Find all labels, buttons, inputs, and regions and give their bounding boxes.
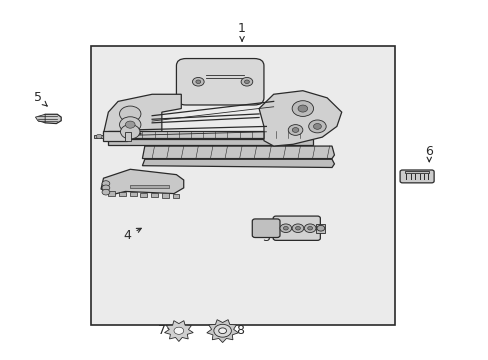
FancyBboxPatch shape — [273, 216, 320, 240]
Circle shape — [291, 224, 303, 233]
Circle shape — [119, 117, 141, 132]
Circle shape — [291, 101, 313, 116]
Bar — [316, 224, 325, 233]
Bar — [404, 171, 428, 173]
Bar — [91, 46, 394, 325]
Bar — [151, 193, 158, 197]
Bar — [94, 135, 102, 138]
Bar — [140, 193, 147, 197]
Circle shape — [295, 226, 300, 230]
Bar — [102, 131, 126, 141]
Circle shape — [308, 120, 325, 133]
FancyBboxPatch shape — [252, 219, 280, 238]
Circle shape — [218, 328, 226, 334]
Circle shape — [102, 181, 110, 186]
Bar — [172, 194, 179, 198]
Circle shape — [287, 125, 302, 135]
FancyBboxPatch shape — [399, 170, 433, 183]
Circle shape — [102, 189, 110, 195]
Text: 5: 5 — [34, 91, 47, 106]
Circle shape — [241, 77, 252, 86]
Circle shape — [304, 224, 315, 233]
Text: 4: 4 — [123, 228, 141, 242]
Polygon shape — [142, 146, 334, 158]
Text: 2: 2 — [121, 122, 141, 135]
Bar — [108, 192, 115, 196]
Text: 7: 7 — [158, 324, 172, 337]
Circle shape — [316, 225, 324, 231]
Circle shape — [120, 125, 140, 139]
Bar — [130, 185, 169, 188]
Bar — [162, 193, 168, 198]
Polygon shape — [103, 94, 181, 144]
Circle shape — [280, 224, 291, 233]
Circle shape — [218, 328, 226, 334]
Circle shape — [192, 77, 203, 86]
Circle shape — [119, 106, 141, 122]
Polygon shape — [101, 169, 183, 195]
Bar — [119, 192, 125, 196]
Polygon shape — [40, 114, 61, 123]
Circle shape — [244, 80, 249, 84]
Polygon shape — [142, 159, 334, 167]
Circle shape — [102, 185, 110, 191]
Polygon shape — [206, 320, 238, 342]
Circle shape — [313, 123, 321, 129]
Text: 1: 1 — [238, 22, 245, 41]
Circle shape — [174, 327, 183, 334]
Bar — [108, 139, 312, 145]
FancyBboxPatch shape — [176, 59, 264, 105]
Circle shape — [213, 324, 231, 337]
Circle shape — [307, 226, 312, 230]
Polygon shape — [164, 321, 193, 342]
Circle shape — [292, 127, 298, 132]
Circle shape — [297, 105, 307, 112]
Polygon shape — [259, 91, 341, 146]
Circle shape — [125, 121, 135, 128]
Text: 3: 3 — [262, 230, 275, 244]
Bar — [125, 132, 131, 141]
Bar — [129, 192, 136, 197]
Polygon shape — [35, 114, 45, 123]
Text: 8: 8 — [228, 324, 243, 337]
Circle shape — [283, 226, 287, 230]
Bar — [108, 131, 312, 138]
Circle shape — [96, 134, 102, 139]
Text: 6: 6 — [425, 145, 432, 162]
Circle shape — [196, 80, 201, 84]
